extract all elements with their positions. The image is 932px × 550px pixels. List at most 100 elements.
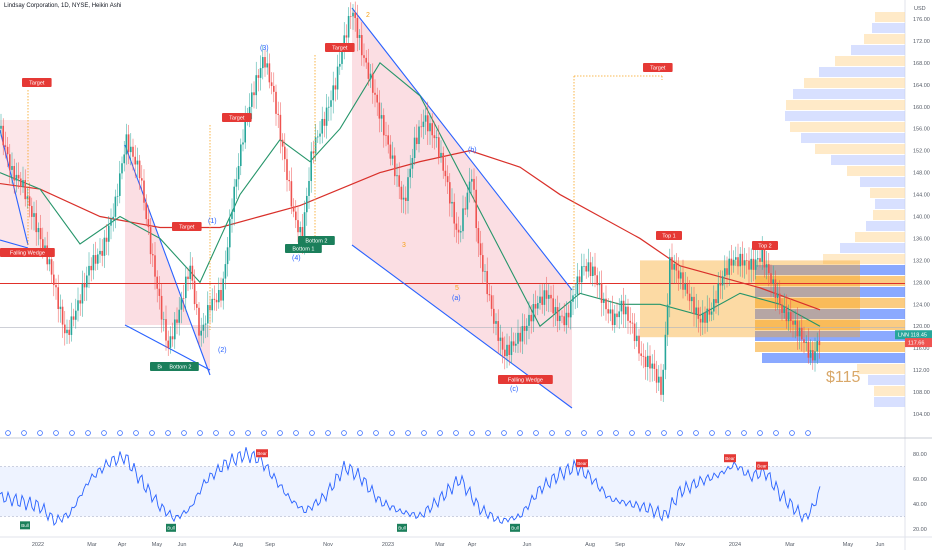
- candle-body: [803, 339, 805, 343]
- candle-body: [171, 336, 174, 340]
- candle-body: [653, 363, 656, 369]
- candle-body: [20, 178, 22, 187]
- candle-body: [660, 376, 662, 395]
- trendline: [351, 7, 573, 291]
- elliott-wave-label: 5: [455, 285, 459, 292]
- event-marker: [437, 430, 443, 436]
- candle-body: [765, 264, 768, 268]
- candle-body: [479, 243, 482, 256]
- event-marker: [757, 430, 763, 436]
- candle-body: [752, 258, 755, 270]
- candle-body: [385, 135, 387, 136]
- event-marker: [85, 430, 91, 436]
- candle-body: [235, 179, 238, 187]
- last-price-badge-bg: [895, 330, 932, 340]
- elliott-wave-label: (4): [292, 255, 301, 262]
- candle-body: [284, 146, 286, 160]
- candle-body: [541, 296, 543, 305]
- candle-body: [57, 287, 59, 310]
- candle-body: [398, 175, 400, 187]
- volume-profile-bar: [840, 243, 905, 253]
- candle-body: [772, 279, 774, 284]
- range-zone: [640, 260, 860, 338]
- wedge-zone: [352, 8, 572, 408]
- bear-signal-bg: [724, 454, 736, 463]
- event-marker: [117, 430, 123, 436]
- elliott-wave-label: (1): [208, 218, 217, 225]
- candle-body: [429, 123, 431, 132]
- candle-body: [123, 154, 125, 164]
- candle-body: [400, 186, 403, 200]
- candle-body: [262, 57, 264, 69]
- candle-body: [273, 85, 275, 92]
- candle-body: [244, 116, 246, 143]
- candle-body: [713, 299, 715, 312]
- candle-body: [55, 285, 57, 288]
- candle-body: [149, 227, 152, 255]
- candle-body: [453, 201, 455, 224]
- time-tick-label: Apr: [468, 542, 477, 548]
- candle-body: [125, 134, 128, 155]
- volume-profile-bar: [870, 188, 905, 198]
- candle-body: [640, 353, 642, 356]
- candle-body: [691, 296, 693, 302]
- candle-body: [563, 316, 565, 326]
- candle-body: [237, 166, 240, 180]
- candle-body: [743, 260, 746, 266]
- candle-body: [598, 283, 601, 286]
- event-marker: [53, 430, 59, 436]
- price-tick-label: 136.00: [913, 236, 930, 242]
- candle-body: [277, 113, 279, 115]
- time-tick-label: Aug: [585, 542, 595, 548]
- candle-body: [523, 326, 526, 331]
- candle-body: [411, 158, 414, 169]
- candle-body: [66, 329, 68, 334]
- candle-body: [248, 106, 251, 117]
- volume-profile-bar: [835, 56, 905, 66]
- price-tick-label: 140.00: [913, 215, 930, 221]
- candle-body: [422, 121, 425, 128]
- candle-body: [295, 211, 297, 221]
- rsi-line: [0, 447, 821, 526]
- candle-body: [68, 329, 70, 335]
- event-marker: [101, 430, 107, 436]
- candle-body: [94, 255, 97, 264]
- volume-profile-bar: [872, 23, 905, 33]
- candle-body: [33, 213, 35, 217]
- candle-body: [600, 283, 603, 303]
- candle-body: [17, 174, 20, 179]
- candle-body: [576, 276, 579, 295]
- price-tick-label: 104.00: [913, 412, 930, 418]
- candle-body: [603, 298, 605, 303]
- candle-body: [686, 284, 689, 294]
- candle-body: [81, 283, 84, 304]
- price-tick-label: 120.00: [913, 324, 930, 330]
- elliott-wave-label: (a): [452, 295, 461, 302]
- candle-body: [281, 139, 284, 147]
- event-marker: [37, 430, 43, 436]
- candle-body: [638, 335, 640, 354]
- candle-body: [717, 283, 719, 304]
- candle-body: [70, 316, 73, 335]
- time-tick-label: May: [843, 542, 854, 548]
- candle-body: [435, 137, 438, 139]
- volume-profile-bar: [857, 364, 905, 374]
- candle-body: [196, 304, 198, 308]
- top-label: Top 2: [758, 244, 771, 250]
- elliott-wave-label: 2: [366, 12, 370, 19]
- candle-body: [231, 212, 233, 219]
- volume-profile-bar: [819, 67, 905, 77]
- candle-body: [486, 271, 488, 295]
- candle-body: [809, 350, 812, 358]
- candle-body: [781, 304, 783, 313]
- candle-body: [396, 175, 398, 177]
- candle-body: [801, 327, 803, 340]
- candle-body: [279, 114, 282, 140]
- candle-body: [581, 266, 583, 283]
- candle-body: [226, 247, 229, 265]
- candle-body: [556, 307, 559, 322]
- volume-profile-bar: [866, 221, 905, 231]
- price-tick-label: 124.00: [913, 302, 930, 308]
- chart-title: Lindsay Corporation, 1D, NYSE, Heikin As…: [4, 3, 122, 9]
- candle-body: [369, 73, 372, 79]
